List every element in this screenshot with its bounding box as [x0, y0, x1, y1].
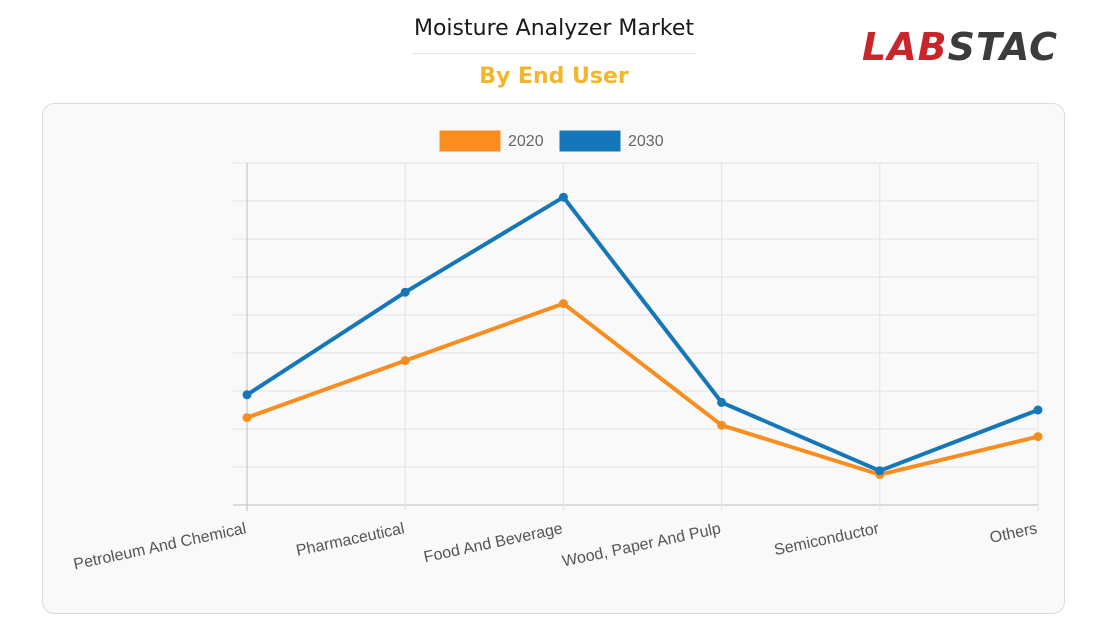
x-tick-label: Pharmaceutical: [295, 520, 406, 560]
data-point-2020-3: [717, 420, 727, 430]
data-point-2020-2: [558, 299, 568, 309]
x-tick-label: Semiconductor: [773, 520, 882, 559]
data-point-2030-2: [558, 192, 568, 202]
chart-grid: [233, 162, 1039, 511]
chart-series: [242, 192, 1043, 480]
legend-label-2020: 2020: [508, 133, 544, 150]
data-point-2030-1: [400, 287, 410, 297]
data-point-2030-5: [1033, 405, 1043, 415]
data-point-2020-0: [242, 413, 252, 423]
legend-swatch-2030: [559, 130, 621, 152]
series-line-2020: [246, 301, 1039, 477]
series-line-2030: [245, 195, 1039, 473]
x-tick-label: Wood, Paper And Pulp: [561, 520, 723, 570]
x-tick-label: Food And Beverage: [422, 520, 564, 566]
x-tick-label: Others: [988, 520, 1039, 547]
logo-part-lab: LAB: [862, 25, 948, 69]
x-tick-label: Petroleum And Chemical: [72, 520, 248, 573]
chart-card: [42, 103, 1065, 614]
data-point-2030-4: [875, 466, 885, 476]
logo-part-stac: STAC: [947, 25, 1059, 69]
chart-subtitle: By End User: [479, 64, 629, 89]
title-divider: [412, 53, 696, 54]
chart-title: Moisture Analyzer Market: [413, 16, 695, 41]
data-point-2020-5: [1033, 432, 1043, 442]
legend-swatch-2020: [439, 130, 501, 152]
data-point-2020-1: [400, 356, 410, 366]
legend-label-2030: 2030: [628, 133, 664, 150]
data-point-2030-0: [242, 390, 252, 400]
x-axis-ticks: Petroleum And Chemical Pharmaceutical Food…: [72, 520, 1039, 573]
brand-logo: LABSTAC: [862, 28, 1058, 66]
chart-legend: 2020 2030: [439, 130, 664, 152]
data-point-2030-3: [717, 397, 727, 407]
